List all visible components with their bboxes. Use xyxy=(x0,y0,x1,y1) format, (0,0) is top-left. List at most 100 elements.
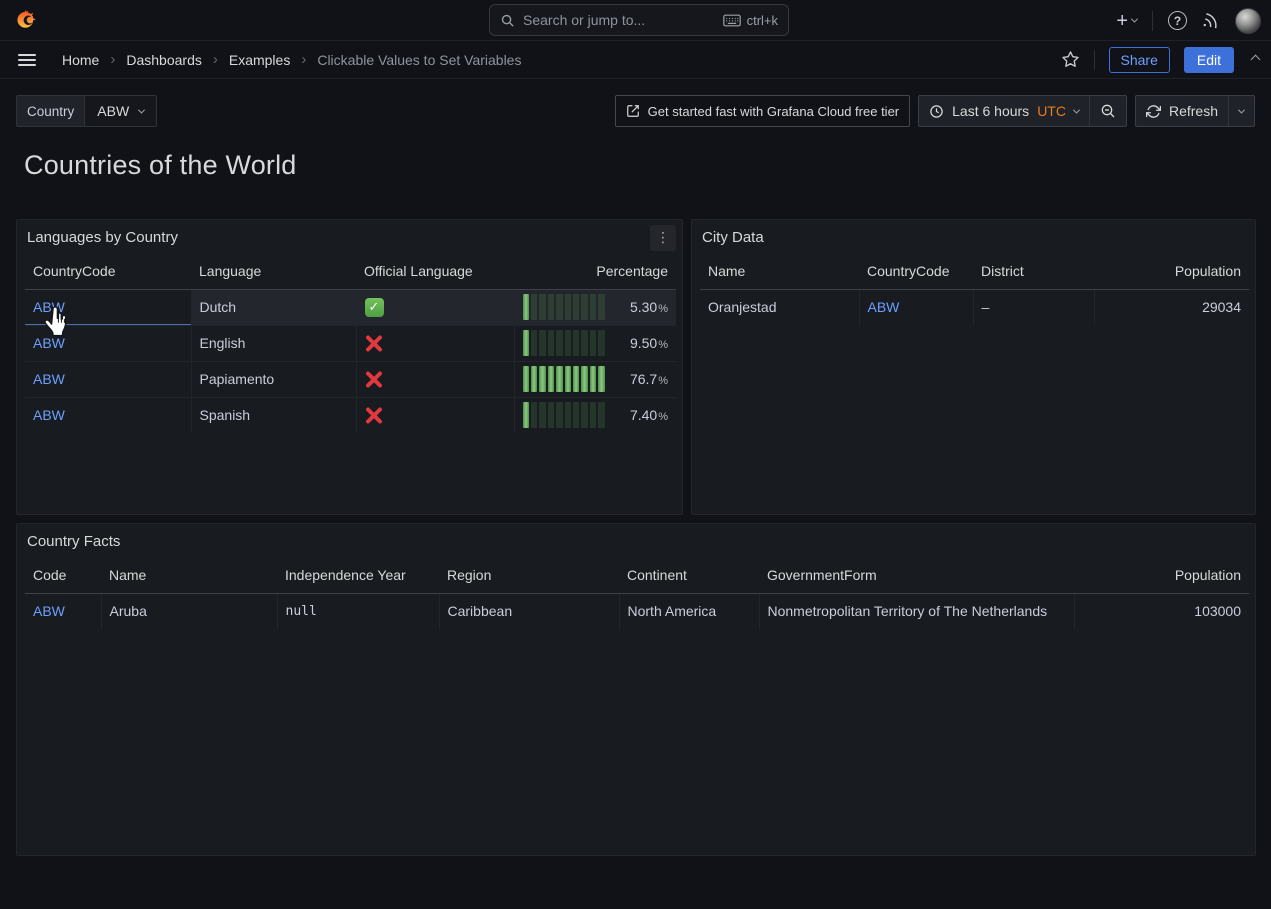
facts-table: Code Name Independence Year Region Conti… xyxy=(25,558,1249,629)
divider xyxy=(1152,10,1153,31)
dashboard-actions: Share Edit xyxy=(1061,46,1261,73)
chevron-down-icon xyxy=(1237,106,1246,114)
country-code-link[interactable]: ABW xyxy=(33,299,65,315)
edit-button[interactable]: Edit xyxy=(1183,46,1234,73)
share-button[interactable]: Share xyxy=(1108,46,1170,73)
topbar-actions: + ? xyxy=(1116,0,1261,41)
official-language-icon xyxy=(365,406,384,425)
panel-country-facts: Country Facts Code Name Independence Yea… xyxy=(16,523,1256,856)
zoom-out-button[interactable] xyxy=(1088,95,1127,127)
country-name-cell: Aruba xyxy=(100,593,277,629)
breadcrumb-examples[interactable]: Examples xyxy=(228,51,291,68)
refresh-controls: Refresh xyxy=(1134,95,1255,127)
breadcrumb-current: Clickable Values to Set Variables xyxy=(317,51,522,68)
country-code-link[interactable]: ABW xyxy=(33,603,65,620)
region-cell: Caribbean xyxy=(438,593,619,629)
star-icon[interactable] xyxy=(1061,50,1080,69)
divider xyxy=(1093,49,1095,70)
table-row: ABW Spanish 7.40% xyxy=(25,396,676,433)
page-title: Countries of the World xyxy=(24,150,297,180)
help-icon: ? xyxy=(1168,11,1187,30)
column-header: Continent xyxy=(619,558,759,594)
menu-toggle-icon[interactable] xyxy=(18,51,36,69)
country-code-link[interactable]: ABW xyxy=(33,371,65,387)
population-cell: 29034 xyxy=(1093,289,1249,325)
languages-table: CountryCode Language Official Language P… xyxy=(25,254,676,433)
panel-city-data: City Data Name CountryCode District Popu… xyxy=(691,219,1256,515)
toolbar-right: Get started fast with Grafana Cloud free… xyxy=(614,95,1255,127)
timezone-badge: UTC xyxy=(1037,103,1066,119)
grafana-logo-icon[interactable] xyxy=(17,9,39,31)
search-placeholder: Search or jump to... xyxy=(523,12,646,28)
panel-menu-kebab-icon[interactable]: ⋮ xyxy=(650,225,676,251)
variable-country-dropdown[interactable]: Country ABW xyxy=(16,95,158,127)
external-link-icon xyxy=(626,104,640,118)
country-code-link[interactable]: ABW xyxy=(33,407,65,424)
district-cell: – xyxy=(972,289,1094,325)
continent-cell: North America xyxy=(618,593,759,629)
language-cell: Papiamento xyxy=(190,360,356,397)
plus-icon: + xyxy=(1116,9,1128,32)
city-table: Name CountryCode District Population Ora… xyxy=(700,254,1249,325)
country-code-link[interactable]: ABW xyxy=(33,335,65,351)
panel-title[interactable]: City Data xyxy=(702,228,764,246)
collapse-chevron-up-icon[interactable] xyxy=(1250,54,1261,65)
breadcrumb-dashboards[interactable]: Dashboards xyxy=(126,51,202,68)
column-header: Official Language xyxy=(356,254,514,290)
column-header: CountryCode xyxy=(859,254,973,290)
column-header: Code xyxy=(25,558,101,594)
column-header: Independence Year xyxy=(277,558,439,594)
percentage-gauge xyxy=(522,366,605,392)
breadcrumb-bar: Home › Dashboards › Examples › Clickable… xyxy=(0,41,1271,79)
breadcrumb-separator: › xyxy=(110,51,116,68)
table-row: ABW Aruba null Caribbean North America N… xyxy=(25,593,1249,629)
column-header: CountryCode xyxy=(25,254,191,290)
top-nav-bar: Search or jump to... ctrl+k + ? xyxy=(0,0,1271,41)
column-header: Name xyxy=(101,558,277,594)
breadcrumb-separator: › xyxy=(212,51,218,68)
table-header-row: Name CountryCode District Population xyxy=(700,254,1249,290)
keyboard-icon xyxy=(722,14,741,27)
refresh-button[interactable]: Refresh xyxy=(1134,95,1228,127)
chevron-down-icon xyxy=(1072,106,1081,114)
search-shortcut: ctrl+k xyxy=(722,13,778,28)
breadcrumb-separator: › xyxy=(301,51,307,68)
cloud-cta-button[interactable]: Get started fast with Grafana Cloud free… xyxy=(614,95,911,127)
government-form-cell: Nonmetropolitan Territory of The Netherl… xyxy=(758,593,1074,629)
variable-label: Country xyxy=(17,96,86,126)
percentage-gauge xyxy=(522,402,605,429)
column-header: Population xyxy=(1094,254,1249,290)
refresh-interval-dropdown[interactable] xyxy=(1228,95,1255,127)
panel-languages-by-country: Languages by Country ⋮ CountryCode Langu… xyxy=(16,219,683,515)
variable-value: ABW xyxy=(97,103,130,119)
news-button[interactable] xyxy=(1202,12,1220,30)
avatar[interactable] xyxy=(1235,7,1261,34)
population-cell: 103000 xyxy=(1073,593,1249,629)
country-code-link[interactable]: ABW xyxy=(867,299,900,316)
column-header: Region xyxy=(439,558,619,594)
chevron-down-icon xyxy=(1130,15,1139,23)
time-controls: Last 6 hours UTC xyxy=(918,95,1127,127)
time-range-picker[interactable]: Last 6 hours UTC xyxy=(918,95,1089,127)
rss-icon xyxy=(1202,12,1220,30)
panel-title[interactable]: Country Facts xyxy=(27,532,121,550)
official-language-icon xyxy=(365,334,384,353)
official-language-icon xyxy=(365,370,384,389)
independence-year-cell: null xyxy=(276,593,439,629)
table-row: ABW Dutch 5.30% xyxy=(25,289,676,325)
table-row: Oranjestad ABW – 29034 xyxy=(700,289,1249,325)
table-row: ABW Papiamento 76.7% xyxy=(25,360,676,397)
panel-title[interactable]: Languages by Country xyxy=(27,228,178,246)
dashboard-controls: Country ABW Get started fast with Grafan… xyxy=(16,95,1255,127)
column-header: District xyxy=(973,254,1094,290)
add-button[interactable]: + xyxy=(1116,9,1139,32)
column-header: Population xyxy=(1074,558,1249,594)
help-button[interactable]: ? xyxy=(1168,11,1187,30)
chevron-down-icon xyxy=(138,106,146,114)
search-input[interactable]: Search or jump to... ctrl+k xyxy=(489,4,789,36)
language-cell: Dutch xyxy=(190,289,356,325)
official-language-icon xyxy=(364,297,384,317)
column-header: Language xyxy=(191,254,356,290)
breadcrumb-home[interactable]: Home xyxy=(62,51,100,68)
